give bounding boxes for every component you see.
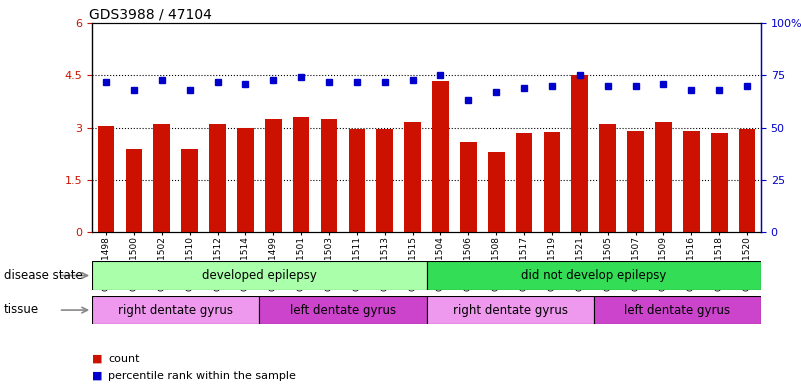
Bar <box>655 122 672 232</box>
Text: count: count <box>108 354 139 364</box>
Bar <box>739 129 755 232</box>
Bar <box>376 129 393 232</box>
Bar <box>571 75 588 232</box>
Bar <box>594 296 761 324</box>
Bar <box>181 149 198 232</box>
Bar <box>544 132 561 232</box>
Text: tissue: tissue <box>4 303 39 316</box>
Text: right dentate gyrus: right dentate gyrus <box>119 304 233 316</box>
Bar <box>209 124 226 232</box>
Bar <box>516 133 533 232</box>
Text: developed epilepsy: developed epilepsy <box>202 269 316 282</box>
Bar <box>260 296 427 324</box>
Bar <box>320 119 337 232</box>
Text: percentile rank within the sample: percentile rank within the sample <box>108 371 296 381</box>
Bar <box>426 261 761 290</box>
Bar <box>237 127 254 232</box>
Bar <box>627 131 644 232</box>
Bar <box>683 131 699 232</box>
Bar <box>293 117 309 232</box>
Bar <box>154 124 170 232</box>
Bar <box>265 119 282 232</box>
Bar <box>599 124 616 232</box>
Bar <box>426 296 594 324</box>
Text: left dentate gyrus: left dentate gyrus <box>624 304 731 316</box>
Text: left dentate gyrus: left dentate gyrus <box>290 304 396 316</box>
Bar <box>710 133 727 232</box>
Text: ■: ■ <box>92 371 103 381</box>
Bar <box>405 122 421 232</box>
Bar <box>98 126 115 232</box>
Text: disease state: disease state <box>4 269 83 282</box>
Bar <box>432 81 449 232</box>
Text: ■: ■ <box>92 354 103 364</box>
Text: right dentate gyrus: right dentate gyrus <box>453 304 568 316</box>
Bar <box>488 152 505 232</box>
Bar <box>126 149 143 232</box>
Bar <box>460 142 477 232</box>
Text: GDS3988 / 47104: GDS3988 / 47104 <box>89 8 211 22</box>
Text: did not develop epilepsy: did not develop epilepsy <box>521 269 666 282</box>
Bar <box>92 296 260 324</box>
Bar <box>92 261 426 290</box>
Bar <box>348 129 365 232</box>
